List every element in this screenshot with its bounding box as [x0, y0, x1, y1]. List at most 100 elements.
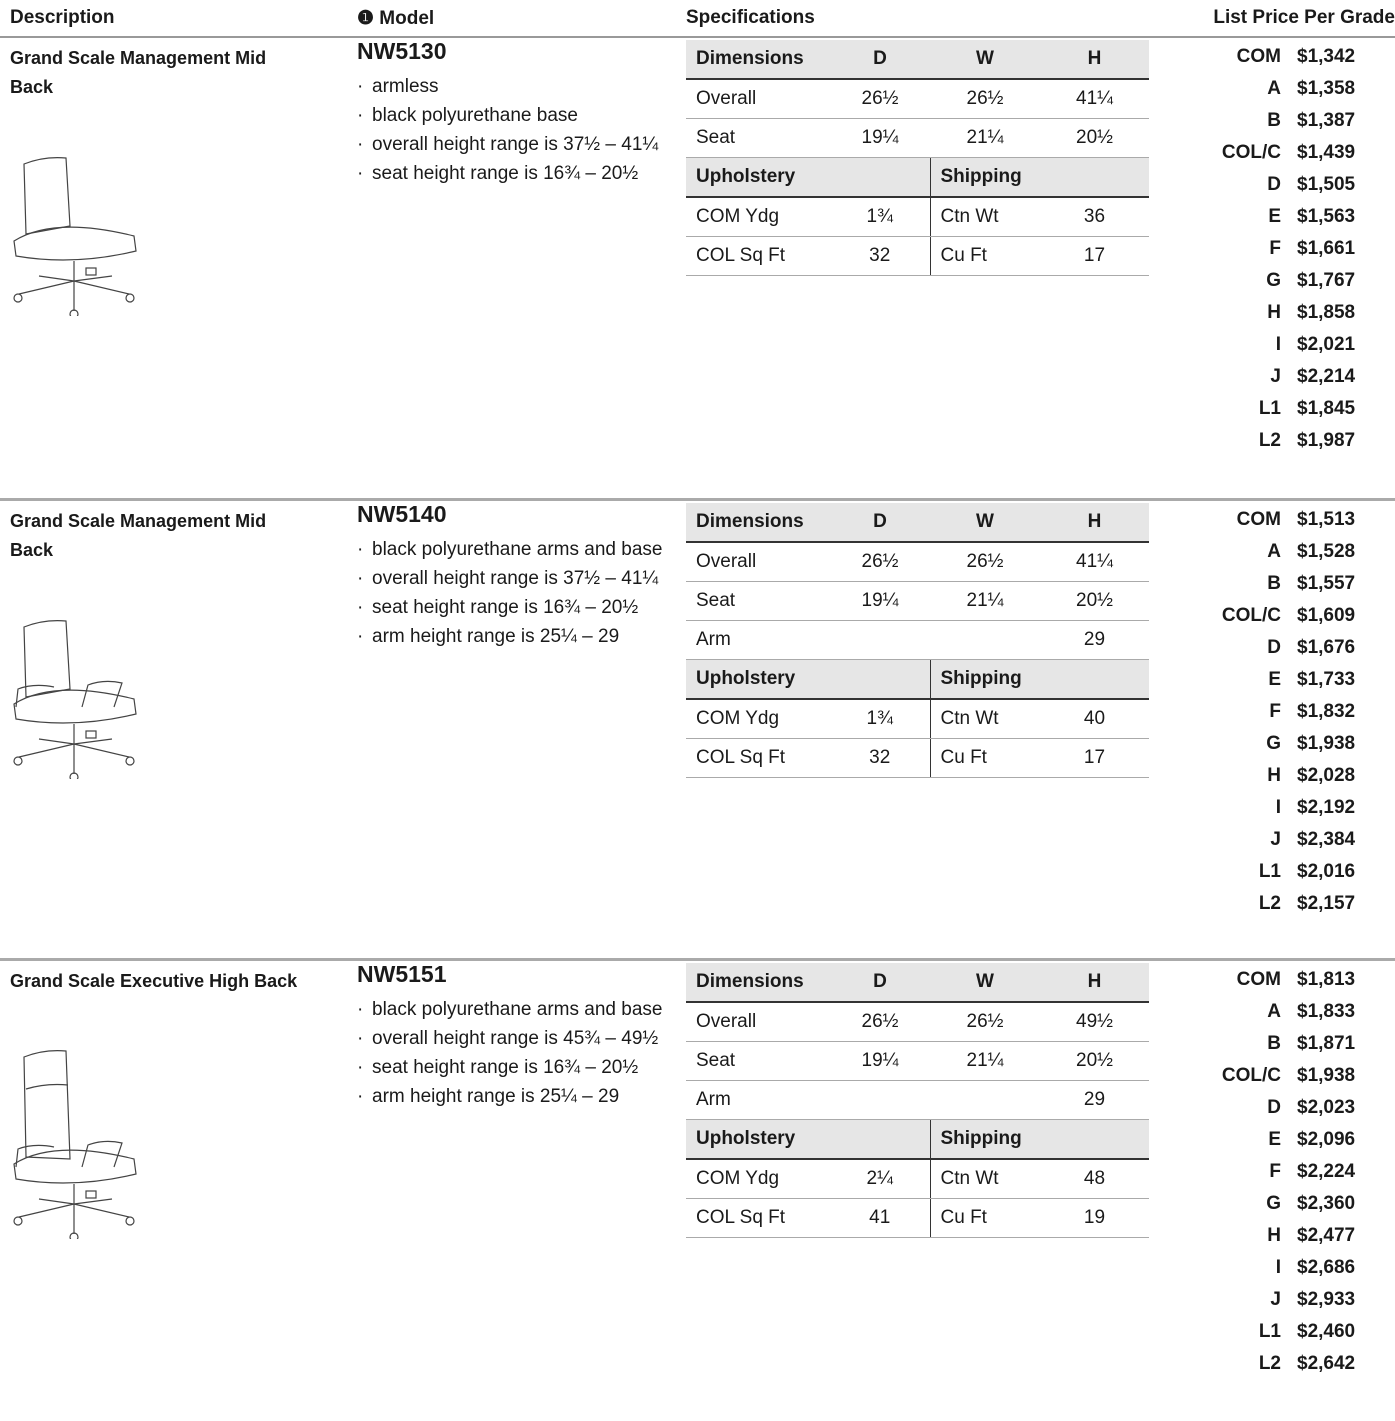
grade: F	[1269, 238, 1281, 259]
grade: B	[1267, 110, 1281, 131]
dimensions-row: Seat 19¼ 21¼ 20½	[686, 581, 1149, 621]
grade: A	[1267, 78, 1281, 99]
chair-illustration	[13, 620, 137, 779]
grade: E	[1268, 206, 1281, 227]
price: $1,609	[1297, 605, 1356, 626]
cell: 48	[1040, 1159, 1149, 1199]
cell: 21¼	[930, 581, 1040, 621]
upholstery-row: COM Ydg 2¼ Ctn Wt 48	[686, 1159, 1149, 1199]
upholstery-header: Upholstery Shipping	[686, 1119, 1149, 1160]
grade: J	[1270, 829, 1281, 850]
header-cell: Upholstery	[686, 157, 930, 198]
feature-list: armlessblack polyurethane baseoverall he…	[357, 72, 667, 188]
upholstery-header: Upholstery Shipping	[686, 157, 1149, 198]
cell: 29	[1040, 1080, 1149, 1120]
cell: 17	[1040, 738, 1149, 778]
grade: L2	[1258, 893, 1281, 914]
cell: 21¼	[930, 1041, 1040, 1081]
grade: L2	[1258, 1353, 1281, 1374]
header-cell: W	[930, 40, 1040, 80]
grade: L2	[1258, 430, 1281, 451]
price: $1,733	[1297, 669, 1356, 690]
upholstery-row: COM Ydg 1¾ Ctn Wt 36	[686, 197, 1149, 237]
price: $1,767	[1297, 270, 1356, 291]
header-cell: Shipping	[929, 659, 1149, 700]
header-cell: W	[930, 503, 1040, 543]
cell: 2¼	[830, 1159, 930, 1199]
cell: Overall	[686, 79, 830, 119]
cell: 41¼	[1040, 79, 1149, 119]
feature-list: black polyurethane arms and baseoverall …	[357, 995, 667, 1111]
price: $1,845	[1297, 398, 1356, 419]
grade: D	[1267, 637, 1281, 658]
feature: arm height range is 25¼ – 29	[357, 1082, 667, 1111]
feature: armless	[357, 72, 667, 101]
dimensions-row: Arm 29	[686, 1080, 1149, 1120]
cell: Seat	[686, 581, 830, 621]
feature: seat height range is 16¾ – 20½	[357, 593, 667, 622]
description: Grand Scale Management Mid Back	[10, 511, 267, 560]
price: $1,513	[1297, 509, 1356, 530]
cell: Ctn Wt	[929, 1159, 1040, 1199]
header-price: List Price Per Grade	[1213, 7, 1395, 28]
grade: COL/C	[1221, 142, 1281, 163]
product-section: Grand Scale Executive High Back NW5151 bl…	[0, 958, 1395, 1421]
price: $2,460	[1297, 1321, 1356, 1342]
cell: 26½	[830, 79, 930, 119]
cell	[830, 1080, 930, 1120]
cell: COL Sq Ft	[686, 236, 830, 276]
header-cell: H	[1040, 503, 1149, 543]
cell: 29	[1040, 620, 1149, 660]
header-cell: Shipping	[929, 1119, 1149, 1160]
header-cell: Dimensions	[686, 503, 830, 543]
spec-table: Dimensions D W H Overall 26½ 26½ 49½ Seat 19¼ 21¼ 2…	[686, 963, 1149, 1238]
spec-table: Dimensions D W H Overall 26½ 26½ 41¼ Seat 19¼ 21¼ 2…	[686, 40, 1149, 276]
header-cell: D	[830, 503, 930, 543]
cell: 41	[830, 1198, 930, 1238]
cell: 32	[830, 738, 930, 778]
feature: black polyurethane arms and base	[357, 535, 667, 564]
cell: 19¼	[830, 1041, 930, 1081]
cell: 19	[1040, 1198, 1149, 1238]
price: $1,563	[1297, 206, 1356, 227]
spec-table: Dimensions D W H Overall 26½ 26½ 41¼ Seat 19¼ 21¼ 2…	[686, 503, 1149, 778]
price: $2,642	[1297, 1353, 1356, 1374]
price-list: COM $1,513 A $1,528 B $1,557 COL/C $1,609 D $1,67…	[1180, 504, 1377, 920]
cell: 17	[1040, 236, 1149, 276]
cell	[930, 620, 1040, 660]
price: $1,387	[1297, 110, 1356, 131]
price: $1,832	[1297, 701, 1356, 722]
header-cell: H	[1040, 963, 1149, 1003]
grade: G	[1266, 733, 1281, 754]
price: $1,557	[1297, 573, 1356, 594]
product-section: Grand Scale Management Mid Back NW5140 bl…	[0, 498, 1395, 961]
header-specifications: Specifications	[686, 7, 815, 28]
grade: D	[1267, 174, 1281, 195]
model-number: NW5151	[357, 961, 447, 987]
price: $1,833	[1297, 1001, 1356, 1022]
grade: D	[1267, 1097, 1281, 1118]
upholstery-row: COL Sq Ft 32 Cu Ft 17	[686, 738, 1149, 778]
cell: 32	[830, 236, 930, 276]
cell: 26½	[830, 1002, 930, 1042]
grade: J	[1270, 1289, 1281, 1310]
header-description: Description	[10, 7, 115, 28]
dimensions-row: Seat 19¼ 21¼ 20½	[686, 118, 1149, 158]
feature: overall height range is 37½ – 41¼	[357, 564, 667, 593]
cell: COL Sq Ft	[686, 1198, 830, 1238]
price: $2,157	[1297, 893, 1356, 914]
grade: F	[1269, 1161, 1281, 1182]
cell: COM Ydg	[686, 197, 830, 237]
feature-list: black polyurethane arms and baseoverall …	[357, 535, 667, 651]
grade: L1	[1258, 861, 1281, 882]
price: $1,528	[1297, 541, 1356, 562]
dimensions-header: Dimensions D W H	[686, 963, 1149, 1003]
cell: Cu Ft	[929, 1198, 1040, 1238]
product-section: Grand Scale Management Mid Back NW5130 ar…	[0, 38, 1395, 498]
grade: COM	[1236, 509, 1281, 530]
cell: COM Ydg	[686, 1159, 830, 1199]
price: $2,192	[1297, 797, 1356, 818]
cell: 41¼	[1040, 542, 1149, 582]
grade: G	[1266, 270, 1281, 291]
price-list: COM $1,813 A $1,833 B $1,871 COL/C $1,938 D $2,02…	[1180, 964, 1377, 1380]
